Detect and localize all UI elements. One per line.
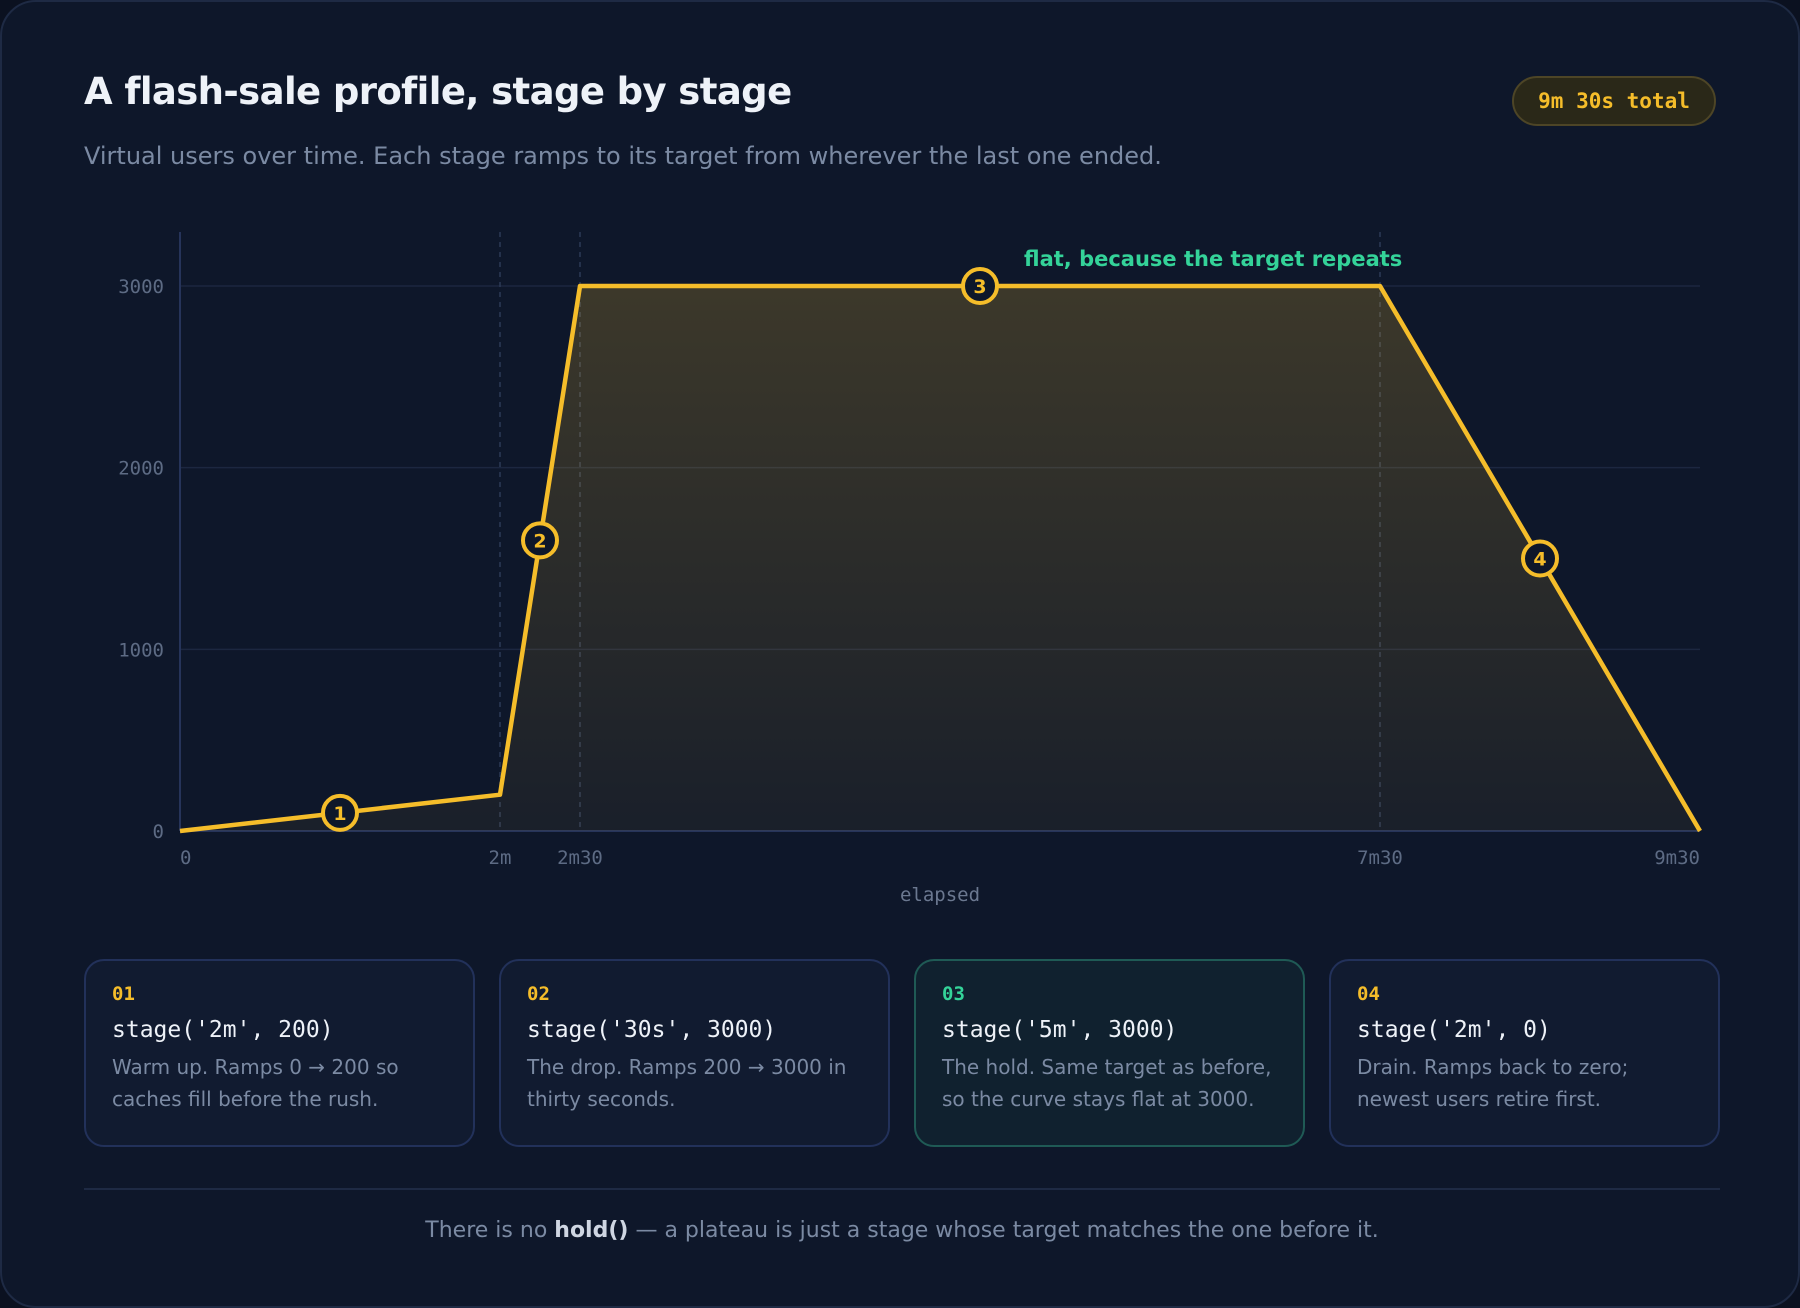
stage-marker-circle bbox=[321, 793, 359, 832]
footer-divider bbox=[84, 1188, 1720, 1190]
stage-marker: 2 bbox=[521, 521, 559, 560]
stage-description: The hold. Same target as before, so the … bbox=[942, 1055, 1272, 1111]
stage-marker: 1 bbox=[321, 793, 359, 832]
x-tick-label: 0 bbox=[180, 847, 191, 869]
page-subtitle: Virtual users over time. Each stage ramp… bbox=[84, 142, 1162, 170]
page-title: A flash-sale profile, stage by stage bbox=[84, 70, 792, 113]
y-tick-label: 1000 bbox=[118, 639, 164, 661]
stage-description: Warm up. Ramps 0 → 200 so caches fill be… bbox=[112, 1055, 399, 1111]
stage-description: Drain. Ramps back to zero; newest users … bbox=[1357, 1055, 1629, 1111]
footer-note: There is no hold() — a plateau is just a… bbox=[2, 1218, 1800, 1243]
x-tick-label: 2m30 bbox=[557, 847, 603, 869]
x-tick-label: 9m30 bbox=[1654, 847, 1700, 869]
footer-suffix: — a plateau is just a stage whose target… bbox=[628, 1218, 1379, 1243]
x-tick-label: 2m bbox=[489, 847, 512, 869]
vus-area bbox=[180, 286, 1700, 831]
total-duration-badge: 9m 30s total bbox=[1512, 76, 1716, 126]
plateau-annotation: flat, because the target repeats bbox=[1024, 247, 1402, 271]
stage-marker: 4 bbox=[1521, 539, 1559, 578]
stage-marker-label: 3 bbox=[973, 276, 986, 298]
vus-line bbox=[179, 283, 1702, 834]
stage-code: stage('5m', 3000) bbox=[942, 1017, 1178, 1043]
stage-marker-circle bbox=[961, 267, 999, 305]
footer-prefix: There is no bbox=[425, 1218, 555, 1243]
y-tick-label: 2000 bbox=[118, 458, 164, 480]
stage-number: 02 bbox=[527, 983, 550, 1005]
stage-marker: 3 bbox=[961, 267, 999, 305]
stage-card-4: 04 stage('2m', 0) Drain. Ramps back to z… bbox=[1329, 959, 1720, 1147]
stage-number: 04 bbox=[1357, 983, 1380, 1005]
stage-card-3: 03 stage('5m', 3000) The hold. Same targ… bbox=[914, 959, 1305, 1147]
footer-code: hold() bbox=[554, 1218, 629, 1243]
stage-card-1: 01 stage('2m', 200) Warm up. Ramps 0 → 2… bbox=[84, 959, 475, 1147]
stage-marker-label: 2 bbox=[533, 530, 546, 552]
vus-chart: 1 2 3 4 0 1000 2000 3000 0 2m 2m30 7m30 9m30 elapsed… bbox=[118, 232, 1702, 906]
stage-number: 01 bbox=[112, 983, 135, 1005]
stage-card-2: 02 stage('30s', 3000) The drop. Ramps 20… bbox=[499, 959, 890, 1147]
stage-marker-circle bbox=[521, 521, 559, 560]
stage-marker-circle bbox=[1521, 539, 1559, 578]
y-tick-label: 0 bbox=[153, 821, 164, 843]
x-axis-label: elapsed bbox=[900, 884, 980, 906]
y-tick-label: 3000 bbox=[118, 276, 164, 298]
stage-code: stage('2m', 200) bbox=[112, 1017, 334, 1043]
stage-marker-label: 4 bbox=[1533, 549, 1546, 571]
x-tick-label: 7m30 bbox=[1357, 847, 1403, 869]
stage-number: 03 bbox=[942, 983, 965, 1005]
stage-code: stage('2m', 0) bbox=[1357, 1017, 1551, 1043]
stage-marker-label: 1 bbox=[333, 803, 346, 825]
stage-list: 01 stage('2m', 200) Warm up. Ramps 0 → 2… bbox=[84, 959, 1720, 1147]
stage-description: The drop. Ramps 200 → 3000 in thirty sec… bbox=[527, 1055, 847, 1111]
stage-code: stage('30s', 3000) bbox=[527, 1017, 777, 1043]
